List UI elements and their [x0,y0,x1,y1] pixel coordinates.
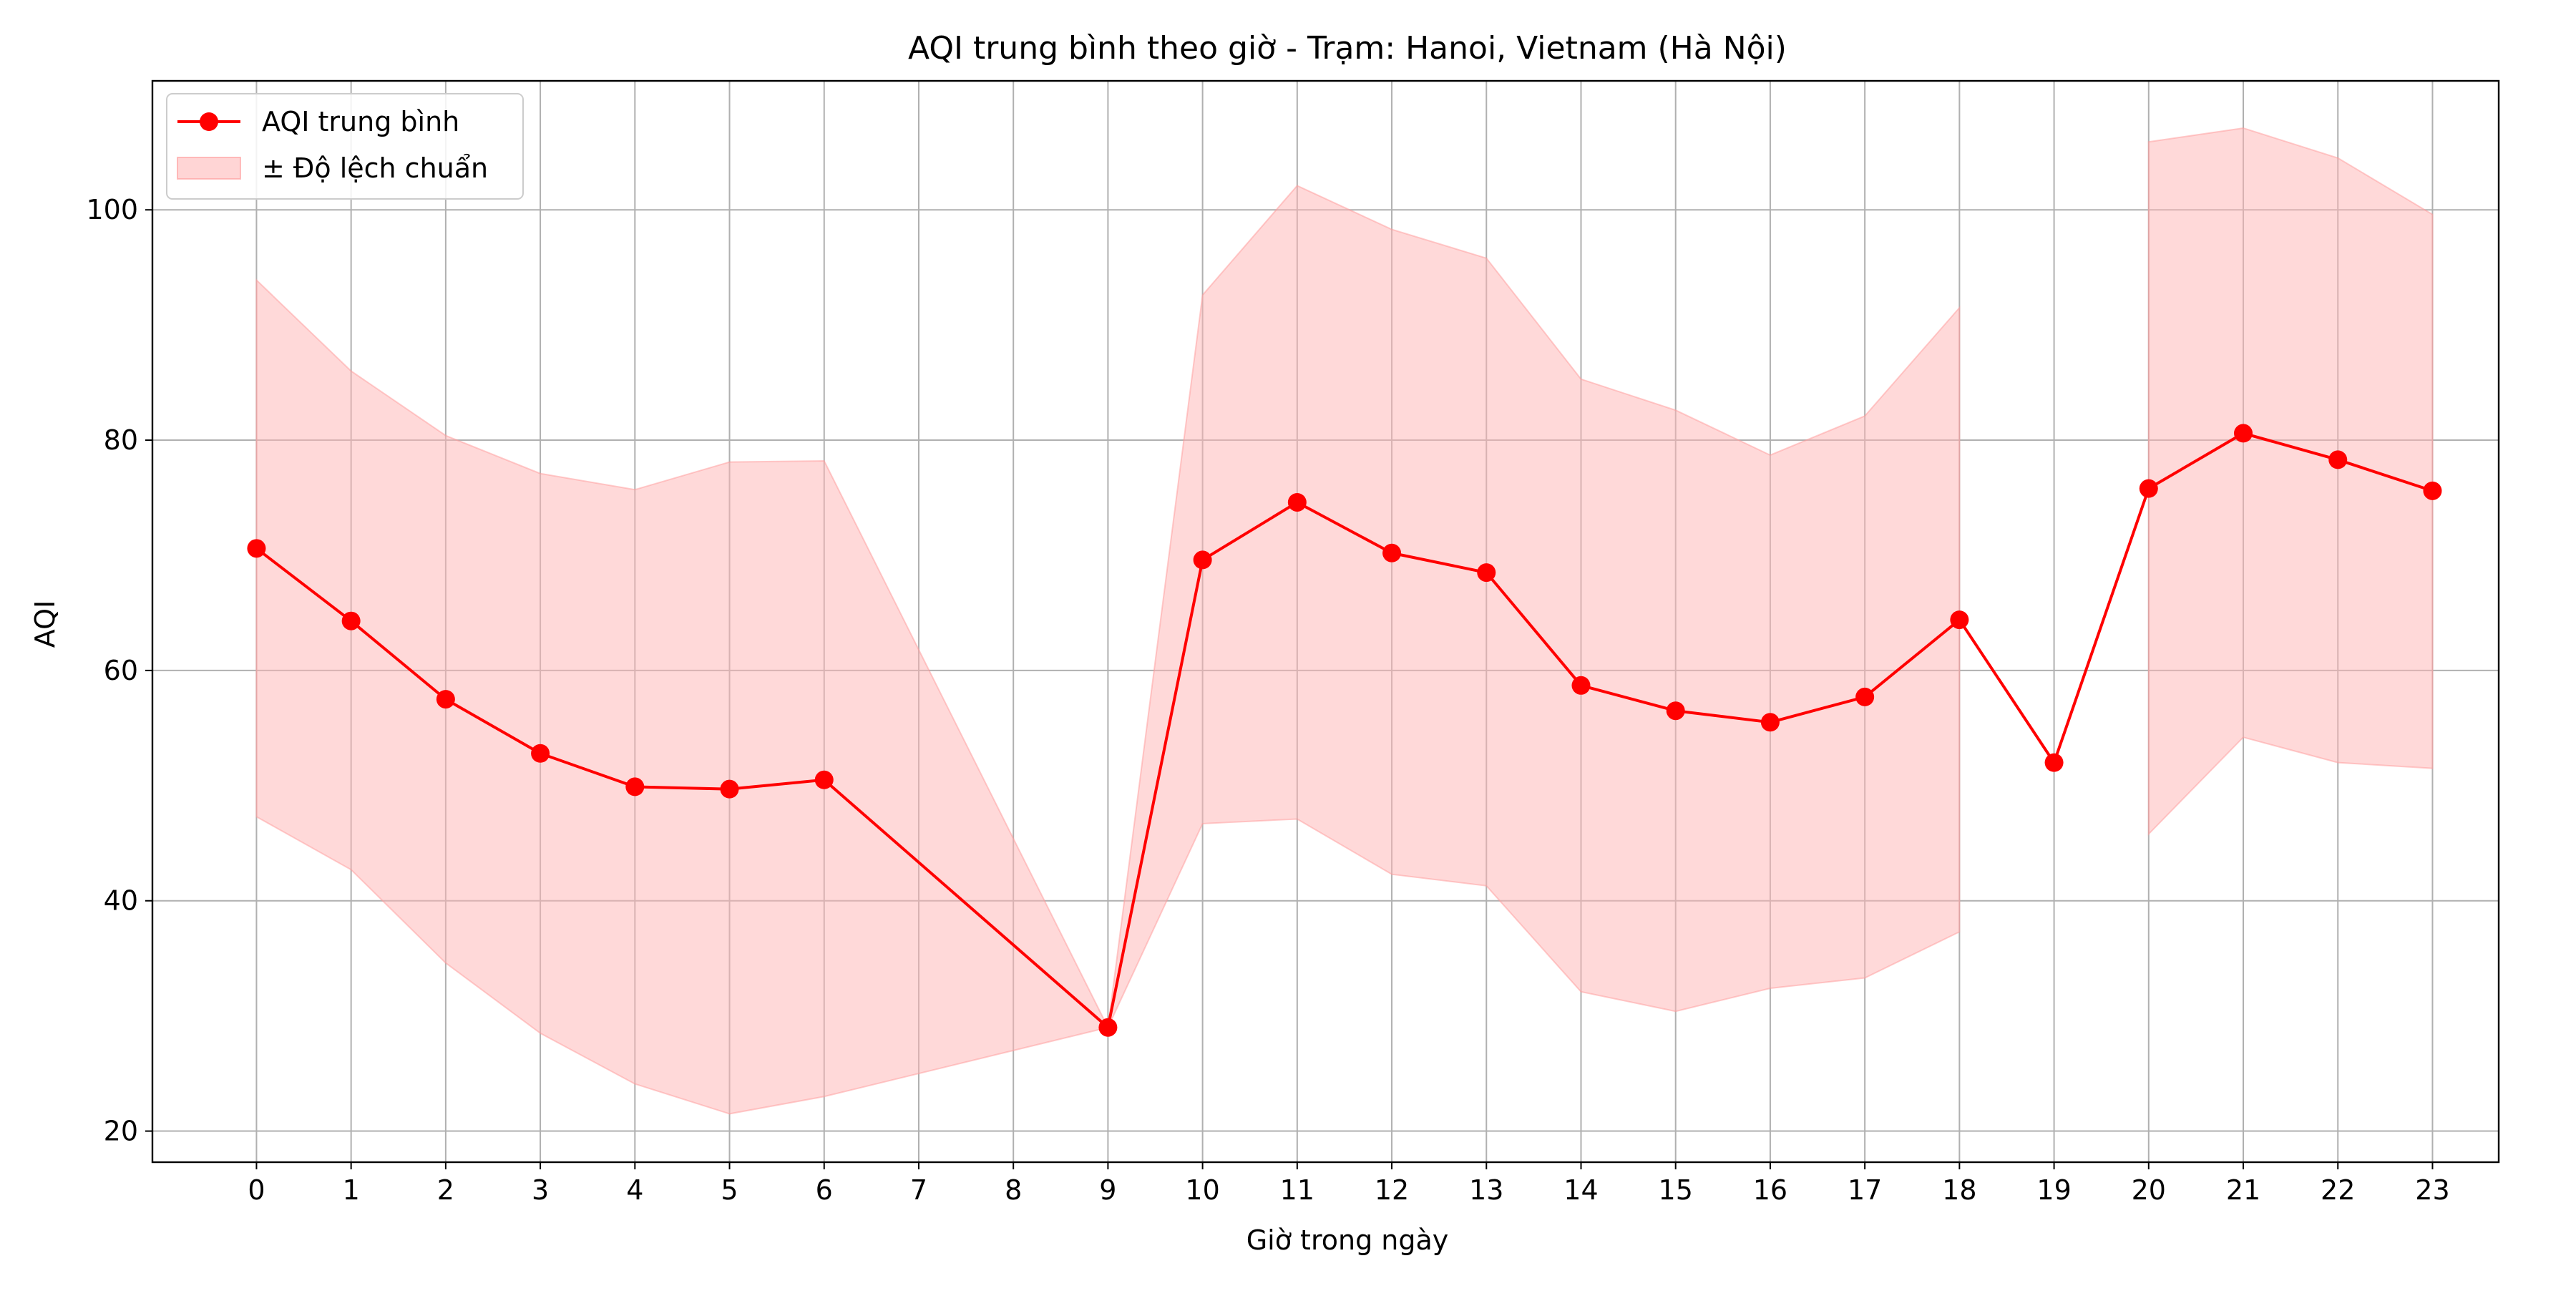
x-tick-label: 15 [1659,1174,1693,1206]
legend-band-label: ± Độ lệch chuẩn [262,152,488,184]
chart-title: AQI trung bình theo giờ - Trạm: Hanoi, V… [908,30,1787,67]
x-tick-label: 7 [910,1174,927,1206]
data-point [2328,450,2348,469]
x-tick-label: 17 [1848,1174,1882,1206]
y-tick-label: 100 [86,194,138,225]
std-dev-band-segment [255,185,1961,1115]
x-tick-label: 16 [1753,1174,1787,1206]
x-tick-label: 4 [626,1174,643,1206]
data-point [1477,563,1496,583]
legend: AQI trung bình ± Độ lệch chuẩn [166,93,524,200]
data-point [720,779,739,799]
x-tick-label: 9 [1099,1174,1116,1206]
data-point [625,777,645,796]
x-tick-label: 18 [1942,1174,1976,1206]
x-axis-ticks: 0 1 2 3 4 5 6 7 8 9 10 11 12 13 14 15 16 17 18 19 20 21 22 23 [248,1162,2450,1206]
y-axis-ticks: 20 40 60 80 100 [86,194,152,1147]
data-point [2423,481,2442,500]
x-tick-label: 21 [2226,1174,2260,1206]
data-point [2234,424,2253,443]
x-tick-label: 3 [532,1174,549,1206]
data-point [1287,492,1307,512]
data-point [2139,479,2158,498]
x-axis-label: Giờ trong ngày [1246,1224,1449,1256]
data-point [2044,753,2064,772]
x-tick-label: 11 [1280,1174,1314,1206]
x-tick-label: 13 [1469,1174,1503,1206]
x-tick-label: 8 [1005,1174,1022,1206]
x-tick-label: 14 [1563,1174,1598,1206]
legend-band-swatch [177,157,241,180]
y-axis-label: AQI [29,600,61,648]
data-point [1950,610,1969,630]
x-tick-label: 19 [2036,1174,2071,1206]
data-point [1855,687,1875,706]
y-tick-label: 80 [104,424,138,456]
x-tick-label: 0 [248,1174,265,1206]
x-tick-label: 23 [2415,1174,2449,1206]
y-tick-label: 40 [104,885,138,917]
y-tick-label: 60 [104,655,138,686]
x-tick-label: 6 [816,1174,833,1206]
legend-box [166,93,524,200]
data-point [1193,550,1212,570]
x-tick-label: 22 [2321,1174,2355,1206]
x-tick-label: 5 [721,1174,738,1206]
data-point [531,744,550,763]
std-dev-band [255,127,2434,1115]
x-tick-label: 10 [1185,1174,1219,1206]
data-point [436,690,455,709]
data-point [247,539,266,558]
x-tick-label: 20 [2132,1174,2166,1206]
mean-aqi-markers [247,424,2442,1037]
legend-marker-swatch [200,112,218,131]
x-tick-label: 12 [1375,1174,1409,1206]
mean-aqi-line [255,432,2434,1029]
x-tick-label: 2 [437,1174,454,1206]
data-point [1760,713,1780,732]
data-point [341,611,361,630]
data-point [1571,676,1591,695]
x-tick-label: 1 [343,1174,360,1206]
data-point [814,770,834,789]
plot-frame [151,79,2500,1164]
data-point [1666,701,1685,721]
series-line [255,432,2434,1029]
legend-line-label: AQI trung bình [262,106,459,137]
data-point [1382,543,1402,562]
y-tick-label: 20 [104,1116,138,1147]
data-point [1098,1018,1118,1037]
std-dev-band-segment [2147,127,2434,836]
